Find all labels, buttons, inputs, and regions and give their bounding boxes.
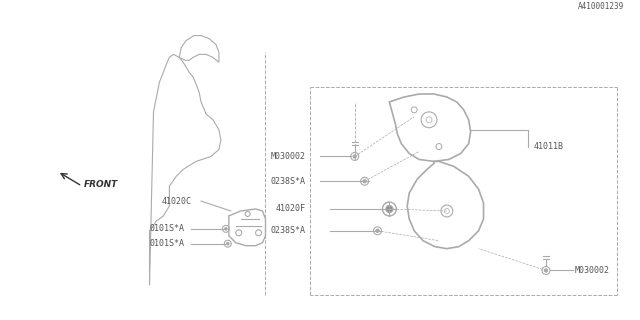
Circle shape bbox=[545, 269, 547, 272]
Text: 0101S*A: 0101S*A bbox=[150, 224, 184, 233]
Text: M030002: M030002 bbox=[575, 266, 610, 275]
Circle shape bbox=[227, 242, 229, 245]
Circle shape bbox=[386, 205, 393, 212]
Text: 0101S*A: 0101S*A bbox=[150, 239, 184, 248]
Circle shape bbox=[363, 180, 366, 183]
Text: 0238S*A: 0238S*A bbox=[270, 177, 305, 186]
Text: 0238S*A: 0238S*A bbox=[270, 226, 305, 235]
Text: FRONT: FRONT bbox=[84, 180, 118, 189]
Circle shape bbox=[225, 227, 227, 230]
Text: A410001239: A410001239 bbox=[578, 2, 624, 11]
Text: 41020C: 41020C bbox=[161, 196, 191, 205]
Text: 41011B: 41011B bbox=[533, 142, 563, 151]
Circle shape bbox=[376, 229, 379, 232]
Text: M030002: M030002 bbox=[270, 152, 305, 161]
Text: 41020F: 41020F bbox=[275, 204, 305, 213]
Circle shape bbox=[353, 155, 356, 158]
